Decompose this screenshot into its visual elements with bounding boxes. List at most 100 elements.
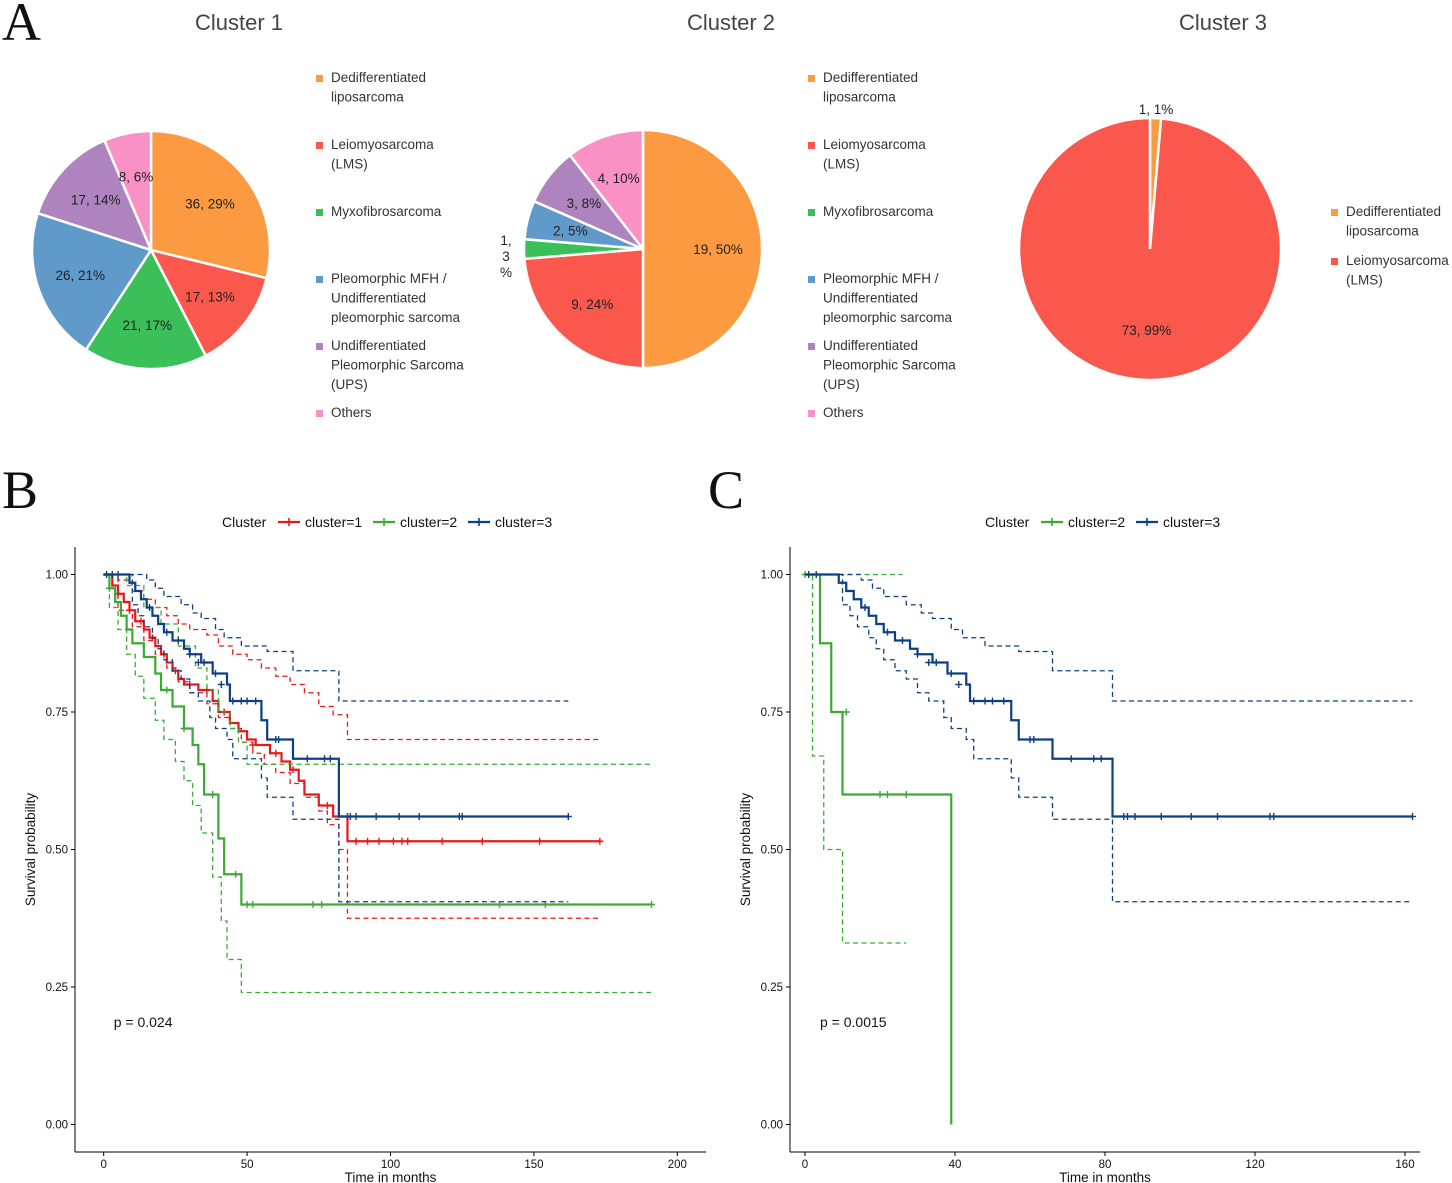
- legend-swatch-others: [316, 410, 323, 417]
- ci-upper-cluster-1: [103, 573, 600, 741]
- pie-slice-label: 9, 24%: [571, 297, 613, 312]
- censor-mark: [564, 813, 572, 820]
- km-legend-label: cluster=3: [495, 514, 552, 530]
- censor-mark: [375, 837, 383, 845]
- pie-slice-label: 4, 10%: [598, 171, 640, 186]
- censor-mark: [229, 697, 237, 705]
- legend-swatch-others: [808, 410, 815, 417]
- legend-swatch-ddl: [1331, 209, 1338, 216]
- censor-mark: [842, 708, 850, 716]
- legend-swatch-ddl: [316, 75, 323, 82]
- censor-mark: [125, 606, 133, 614]
- legend-label-ddl: Dedifferentiated liposarcoma: [823, 70, 918, 105]
- censor-mark: [243, 697, 251, 705]
- x-tick-label: 150: [524, 1159, 543, 1171]
- censor-mark: [1214, 813, 1221, 820]
- pie-title-cluster-2: Cluster 2: [687, 10, 775, 35]
- km-legend-label: cluster=2: [1068, 514, 1125, 530]
- legend-swatch-lms: [1331, 258, 1338, 265]
- censor-mark: [105, 584, 113, 592]
- censor-mark: [1000, 697, 1008, 705]
- y-tick-label: 0.00: [46, 1120, 68, 1132]
- censor-mark: [1409, 813, 1416, 820]
- legend-label-myxo: Myxofibrosarcoma: [331, 204, 442, 219]
- censor-mark: [914, 650, 921, 658]
- legend-label-ddl: Dedifferentiated liposarcoma: [1346, 204, 1441, 239]
- pie-slice-lms: [148, 248, 269, 358]
- x-axis-title: Time in months: [345, 1170, 437, 1183]
- pie-slice-label: 1, 1%: [1139, 102, 1174, 117]
- pie-slice-label: 73, 99%: [1122, 323, 1172, 338]
- y-tick-label: 0.75: [761, 707, 783, 719]
- km-legend-key-mark: [1048, 518, 1056, 526]
- legend-swatch-mfh: [808, 276, 815, 283]
- pie-slice-label: 17, 13%: [185, 289, 235, 304]
- pie-slice-others: [568, 128, 645, 253]
- censor-mark: [318, 901, 326, 908]
- pie-title-cluster-1: Cluster 1: [195, 10, 283, 35]
- ci-upper-cluster-3: [103, 573, 569, 702]
- censor-mark: [805, 571, 813, 578]
- censor-mark: [323, 802, 331, 809]
- survival-curve-cluster-1: [103, 573, 600, 843]
- pie-slice-others: [102, 129, 153, 251]
- legend-label-lms: Leiomyosarcoma (LMS): [1346, 253, 1449, 288]
- censor-mark: [272, 749, 280, 757]
- km-legend-key-mark: [475, 518, 483, 526]
- ci-upper-cluster-3: [805, 573, 1413, 702]
- pie-slice-label: 8, 6%: [119, 170, 154, 185]
- censor-mark: [536, 837, 544, 845]
- censor-mark: [458, 813, 466, 820]
- censor-mark: [200, 659, 208, 666]
- censor-mark: [415, 813, 423, 820]
- censor-mark: [884, 628, 891, 636]
- censor-mark: [232, 870, 240, 878]
- pie-slice-myxo: [84, 247, 208, 371]
- censor-mark: [364, 837, 372, 845]
- censor-mark: [252, 697, 260, 705]
- censor-mark: [404, 837, 412, 845]
- x-tick-label: 100: [381, 1159, 400, 1171]
- pie-title-cluster-3: Cluster 3: [1179, 10, 1267, 35]
- km-legend-label: cluster=1: [305, 514, 362, 530]
- panel-letter-b: B: [2, 460, 38, 520]
- censor-mark: [902, 791, 910, 798]
- pie-slice-label: 17, 14%: [71, 192, 121, 207]
- x-tick-label: 40: [949, 1159, 962, 1171]
- legend-swatch-myxo: [316, 209, 323, 216]
- y-tick-label: 0.75: [46, 707, 68, 719]
- pie-slice-ddl: [641, 128, 764, 370]
- panel-letter-a: A: [2, 0, 41, 52]
- x-tick-label: 120: [1245, 1159, 1264, 1171]
- y-tick-label: 0.25: [761, 982, 783, 994]
- censor-mark: [899, 637, 906, 644]
- censor-mark: [925, 659, 933, 666]
- legend-swatch-mfh: [316, 276, 323, 283]
- censor-mark: [249, 741, 257, 749]
- censor-mark: [163, 686, 171, 694]
- censor-mark: [989, 697, 996, 705]
- legend-label-lms: Leiomyosarcoma (LMS): [331, 137, 434, 172]
- survival-curve-cluster-3: [103, 573, 569, 818]
- censor-mark: [1270, 813, 1278, 820]
- km-plot-b: 0.00 0.25 0.50 0.75 1.00 0 50 100 150 200 Time in …: [23, 514, 706, 1183]
- legend-swatch-lms: [808, 142, 815, 149]
- censor-mark: [212, 670, 220, 677]
- censor-mark: [309, 901, 317, 908]
- km-plot-c: 0.00 0.25 0.50 0.75 1.00 0 40 80 120 160 Time in m…: [738, 514, 1420, 1183]
- censor-mark: [648, 901, 656, 908]
- censor-mark: [1131, 813, 1139, 820]
- km-legend-title: Cluster: [222, 514, 267, 530]
- legend-label-others: Others: [823, 405, 864, 420]
- pie-slice-label: 21, 17%: [122, 318, 172, 333]
- legend-label-others: Others: [331, 405, 372, 420]
- x-tick-label: 0: [802, 1159, 808, 1171]
- censor-mark: [174, 637, 182, 644]
- pie-slice-label: 36, 29%: [185, 197, 235, 212]
- y-axis-title: Survival probability: [738, 793, 753, 907]
- ci-lower-cluster-1: [103, 573, 600, 919]
- p-value: p = 0.0015: [820, 1014, 887, 1030]
- censor-mark: [955, 681, 963, 688]
- pie-slice-label: 3, 8%: [567, 196, 602, 211]
